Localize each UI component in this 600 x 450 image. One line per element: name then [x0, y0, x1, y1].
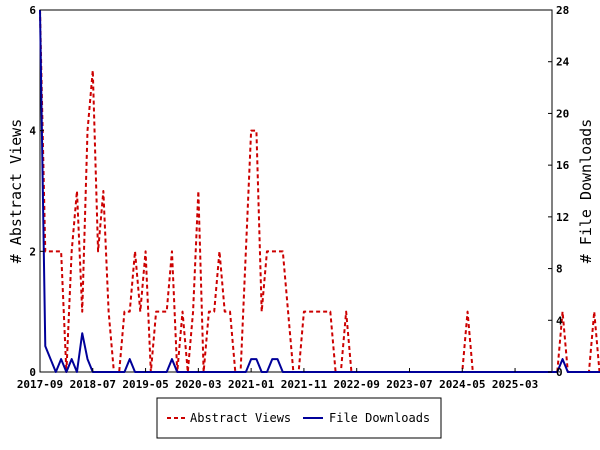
right-tick-label: 20 [556, 107, 569, 120]
x-tick-label: 2023-07 [386, 378, 432, 391]
x-tick-label: 2019-05 [122, 378, 168, 391]
x-axis: 2017-09 2018-07 2019-05 2020-03 2021-01 2021-… [17, 368, 538, 391]
right-tick-label: 8 [556, 263, 563, 276]
x-tick-label: 2025-03 [492, 378, 538, 391]
right-tick-label: 16 [556, 159, 570, 172]
series-line-file-downloads [39, 9, 600, 373]
legend-label-abstract-views: Abstract Views [190, 411, 291, 425]
x-tick-label: 2024-05 [439, 378, 485, 391]
left-tick-label: 4 [29, 125, 36, 138]
x-tick-label: 2020-03 [175, 378, 221, 391]
plot-area-frame [39, 9, 553, 373]
x-tick-label: 2017-09 [17, 378, 63, 391]
series-layer [39, 9, 600, 373]
right-tick-label: 4 [556, 314, 563, 327]
right-tick-label: 12 [556, 211, 569, 224]
left-tick-label: 6 [29, 4, 36, 17]
legend-label-file-downloads: File Downloads [329, 411, 430, 425]
right-tick-label: 24 [556, 56, 570, 69]
legend: Abstract Views File Downloads [156, 397, 442, 439]
x-tick-label: 2018-07 [70, 378, 116, 391]
left-tick-label: 0 [29, 366, 36, 379]
x-tick-label: 2021-11 [281, 378, 328, 391]
legend-box [156, 397, 442, 439]
x-tick-label: 2021-01 [228, 378, 275, 391]
right-tick-label: 28 [556, 4, 569, 17]
right-axis: 0 4 8 12 16 20 24 28 [548, 4, 570, 379]
left-axis-title: # Abstract Views [7, 119, 25, 264]
right-axis-title: # File Downloads [577, 119, 595, 264]
left-axis: 0 2 4 6 [29, 4, 44, 379]
x-tick-label: 2022-09 [334, 378, 380, 391]
left-tick-label: 2 [29, 245, 36, 258]
right-tick-label: 0 [556, 366, 563, 379]
